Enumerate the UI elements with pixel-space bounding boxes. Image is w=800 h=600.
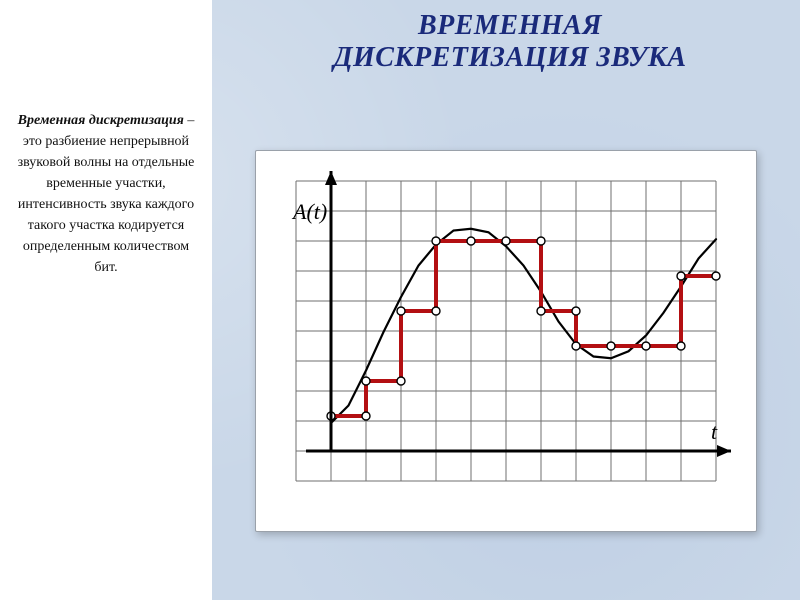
x-axis-label: t [711, 419, 718, 444]
discretization-chart: A(t) t [256, 151, 756, 531]
sample-marker [537, 237, 545, 245]
definition-text: Временная дискретизация – это разбиение … [14, 110, 198, 278]
sample-marker [362, 412, 370, 420]
definition-lead: Временная дискретизация [18, 113, 184, 128]
sample-marker [642, 342, 650, 350]
sample-marker [467, 237, 475, 245]
sample-marker [432, 307, 440, 315]
sample-marker [502, 237, 510, 245]
definition-panel: Временная дискретизация – это разбиение … [0, 0, 212, 600]
definition-body: – это разбиение непрерывной звуковой вол… [18, 113, 195, 275]
sample-marker [432, 237, 440, 245]
sample-marker [397, 307, 405, 315]
sample-marker [397, 377, 405, 385]
chart-card: A(t) t [255, 150, 757, 532]
y-axis-arrow-icon [325, 171, 337, 185]
sample-marker [712, 272, 720, 280]
title-line-2: ДИСКРЕТИЗАЦИЯ ЗВУКА [230, 42, 790, 74]
sample-marker [677, 272, 685, 280]
sample-marker [362, 377, 370, 385]
continuous-wave [331, 229, 716, 423]
x-axis-arrow-icon [717, 445, 731, 457]
page-title: ВРЕМЕННАЯ ДИСКРЕТИЗАЦИЯ ЗВУКА [230, 10, 790, 74]
sample-marker [572, 342, 580, 350]
sample-marker [537, 307, 545, 315]
title-line-1: ВРЕМЕННАЯ [230, 10, 790, 42]
sample-marker [677, 342, 685, 350]
y-axis-label: A(t) [291, 199, 327, 224]
sample-marker [607, 342, 615, 350]
sample-marker [572, 307, 580, 315]
